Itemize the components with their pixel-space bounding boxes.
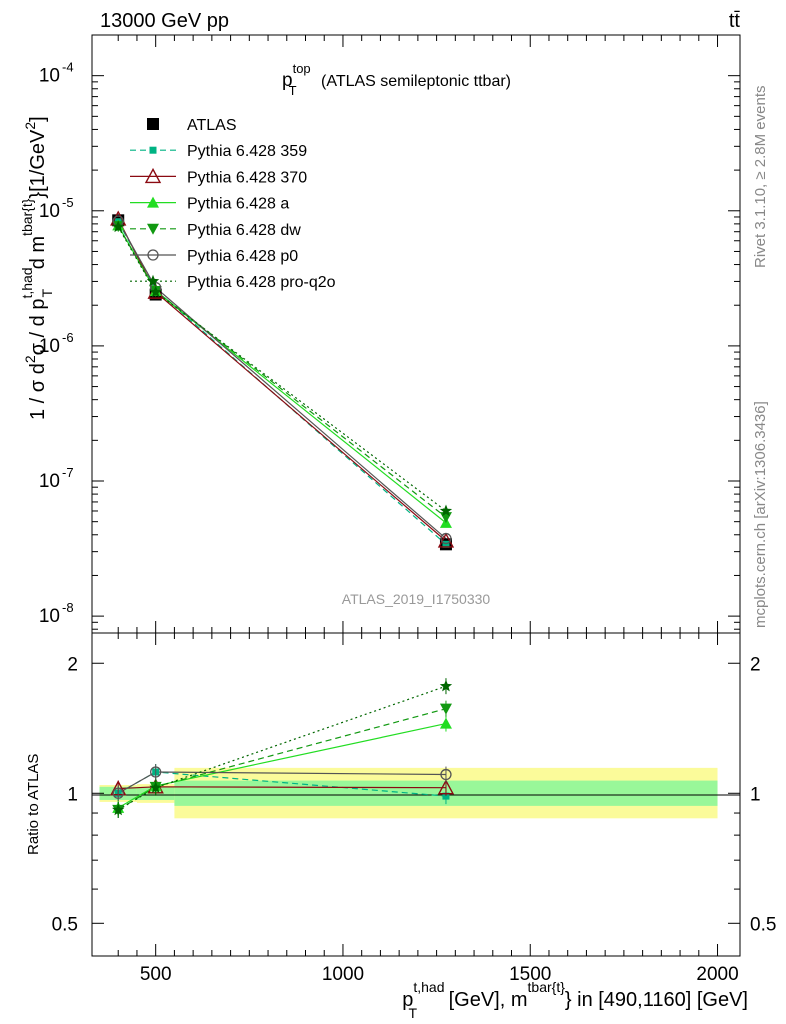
legend-marker-pythia-6-428-370	[144, 167, 162, 184]
ratio-point-pythia-6-428-p0-2	[440, 768, 452, 781]
legend-marker-pythia-6-428-a	[147, 196, 159, 208]
main-ytick-label: 10	[39, 201, 60, 222]
legend-label-pythia-6-428-dw: Pythia 6.428 dw	[187, 222, 301, 239]
main-title-p: p	[282, 70, 293, 91]
legend-marker-pythia-6-428-p0	[147, 249, 159, 261]
main-point-pythia-6-428-p0-2	[440, 532, 452, 545]
legend: ATLAS Pythia 6.428 359 Pythia 6.428 370 Pyt…	[130, 117, 336, 291]
legend-label-pythia-6-428-p0: Pythia 6.428 p0	[187, 248, 298, 265]
ratio-point-pythia-6-428-p0-1	[150, 766, 162, 778]
ratio-point-pythia-6-428-370-2	[437, 779, 455, 795]
main-point-pythia-6-428-359-2	[442, 540, 450, 548]
ratio-uncertainty-bands	[99, 767, 718, 819]
legend-label-pythia-6-428-pro-q2o: Pythia 6.428 pro-q2o	[187, 274, 336, 291]
header-right: tt̄	[729, 10, 741, 32]
x-axis-label: pt,had T [GeV], mtbar{t}} in [490,1160] […	[402, 979, 748, 1021]
legend-marker-atlas	[147, 118, 159, 130]
rivet-version-label: Rivet 3.1.10, ≥ 2.8M events	[752, 85, 769, 269]
main-ytick-label: 10	[39, 471, 60, 492]
ratio-ytick-label-left: 0.5	[52, 914, 78, 935]
legend-label-pythia-6-428-359: Pythia 6.428 359	[187, 143, 307, 160]
ratio-series-markers	[110, 678, 455, 818]
main-series-markers	[110, 210, 455, 551]
main-point-pythia-6-428-370-2	[437, 532, 455, 548]
analysis-watermark: ATLAS_2019_I1750330	[342, 591, 491, 607]
ratio-point-pythia-6-428-dw-2	[439, 703, 452, 715]
x-tick-label: 2000	[696, 964, 738, 985]
ratio-ytick-label-left: 1	[67, 784, 78, 805]
ratio-frame	[91, 632, 741, 957]
ratio-point-pythia-6-428-p0-0	[112, 787, 124, 799]
main-ytick-label: 10	[39, 66, 60, 87]
main-point-pythia-6-428-pro-q2o-0	[112, 220, 125, 233]
legend-label-atlas: ATLAS	[187, 117, 237, 134]
ratio-ytick-label-right: 0.5	[750, 914, 776, 935]
ratio-point-pythia-6-428-pro-q2o-2	[439, 679, 453, 692]
main-y-label: 1 / σ d2σ / d pt,had T d mtbar{t}}[1/GeV2…	[19, 116, 55, 420]
ratio-ytick-label-left: 2	[67, 654, 78, 675]
ratio-y-axis-ticks: 0.5 0.5 1 1 2 2	[52, 654, 777, 935]
main-ytick-exponent: -7	[62, 465, 74, 480]
ratio-point-pythia-6-428-pro-q2o-1	[149, 781, 162, 793]
main-ytick-exponent: -4	[62, 60, 74, 75]
main-series-lines	[117, 218, 447, 545]
header-left: 13000 GeV pp	[100, 10, 229, 32]
main-ytick-label: 10	[39, 336, 60, 357]
ratio-ytick-label-right: 2	[750, 654, 761, 675]
main-y-axis-ticks: 10-810-710-610-510-4	[39, 34, 740, 630]
x-tick-label: 1000	[322, 964, 364, 985]
main-title-sup: top	[293, 61, 311, 76]
main-point-pythia-6-428-pro-q2o-1	[149, 285, 162, 298]
main-title-sub: T	[289, 83, 297, 98]
main-x-axis-ticks	[117, 35, 719, 633]
main-point-pythia-6-428-pro-q2o-2	[439, 504, 453, 517]
ratio-x-axis-ticks: 500 1000 1500 2000	[117, 633, 739, 985]
ratio-point-pythia-6-428-359-2	[442, 792, 450, 800]
ratio-ytick-label-right: 1	[750, 784, 761, 805]
main-line-pythia-6-428-pro-q2o	[117, 226, 447, 512]
main-ytick-label: 10	[39, 606, 60, 627]
ratio-point-pythia-6-428-a-2	[439, 717, 452, 729]
legend-label-pythia-6-428-370: Pythia 6.428 370	[187, 169, 307, 186]
legend-label-pythia-6-428-a: Pythia 6.428 a	[187, 196, 289, 213]
mcplots-label: mcplots.cern.ch [arXiv:1306.3436]	[752, 401, 769, 628]
main-ytick-exponent: -8	[62, 600, 74, 615]
main-title: ptop T	[282, 61, 311, 98]
legend-marker-pythia-6-428-dw	[147, 223, 159, 235]
main-title-rest: (ATLAS semileptonic ttbar)	[321, 73, 511, 90]
main-line-pythia-6-428-370	[117, 218, 447, 542]
legend-marker-pythia-6-428-359	[149, 146, 157, 154]
main-ytick-exponent: -6	[62, 330, 74, 345]
x-tick-label: 500	[140, 964, 172, 985]
main-line-pythia-6-428-p0	[117, 220, 447, 540]
x-tick-label: 1500	[509, 964, 551, 985]
ratio-y-label: Ratio to ATLAS	[25, 754, 42, 855]
main-ytick-exponent: -5	[62, 195, 74, 210]
ratio-point-pythia-6-428-pro-q2o-0	[112, 803, 125, 816]
legend-marker-pythia-6-428-pro-q2o	[146, 274, 160, 287]
